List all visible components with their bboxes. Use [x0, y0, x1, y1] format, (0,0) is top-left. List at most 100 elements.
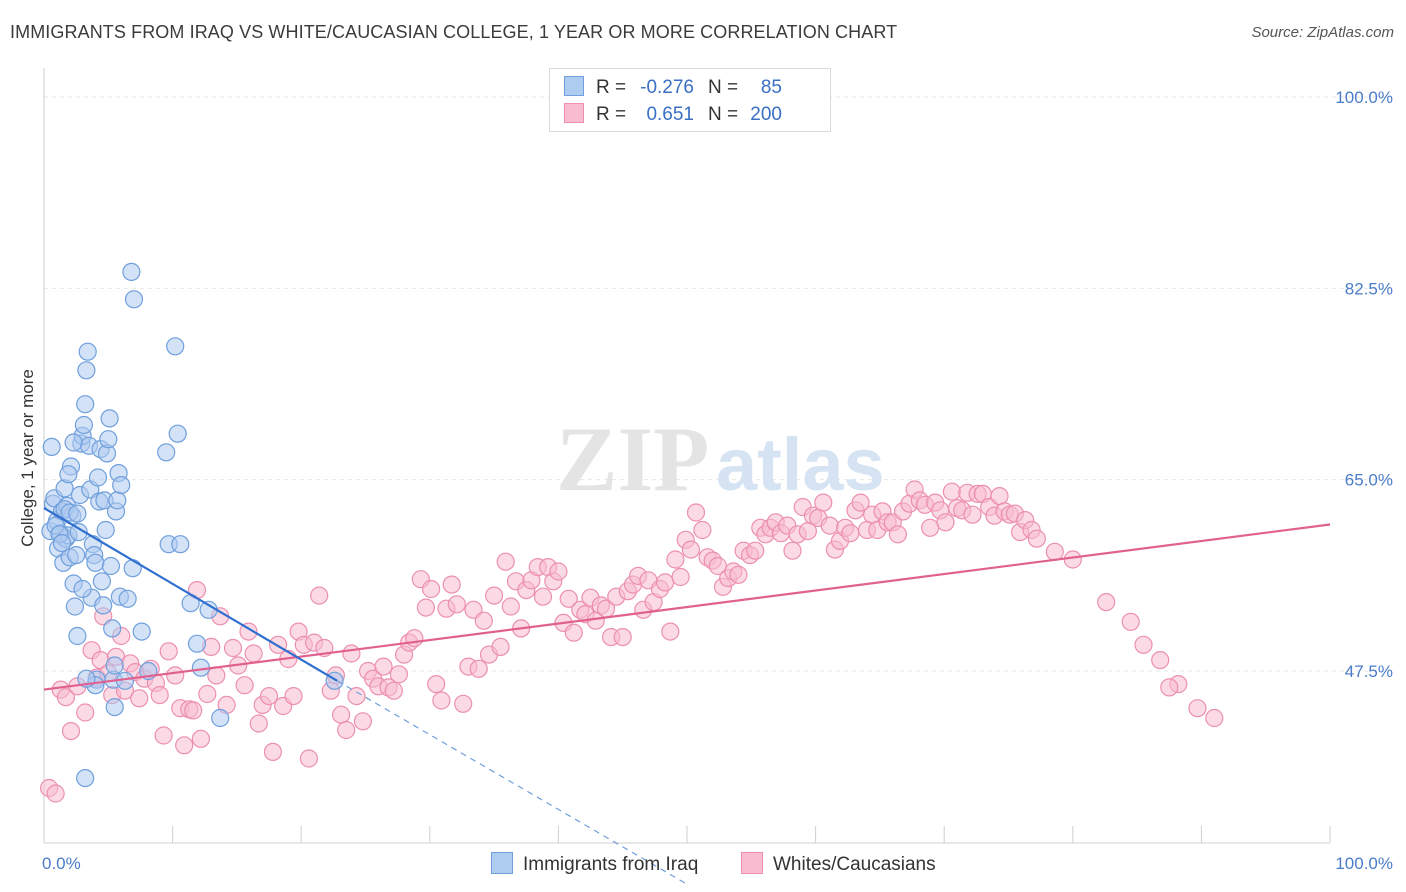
point-whites-190 — [1045, 542, 1064, 561]
point-whites-45 — [263, 742, 282, 762]
point-whites-41 — [244, 644, 263, 663]
point-whites-77 — [432, 691, 451, 710]
watermark: ZIP atlas — [556, 408, 885, 510]
point-whites-199 — [1134, 635, 1153, 654]
point-iraq-81 — [52, 533, 72, 553]
bottom-legend-whites: Whites/Caucasians — [741, 852, 936, 876]
point-whites-76 — [427, 674, 446, 694]
point-whites-136 — [746, 541, 765, 560]
point-iraq-54 — [118, 589, 137, 608]
tick-labels: 47.5% 65.0% 82.5% 100.0% 0.0% 100.0% — [42, 88, 1393, 873]
point-whites-60 — [342, 644, 361, 663]
legend-n-label: N = — [708, 104, 739, 125]
data-points — [39, 262, 1224, 803]
legend-r-label: R = — [596, 77, 627, 98]
chart-title: IMMIGRANTS FROM IRAQ VS WHITE/CAUCASIAN … — [10, 22, 898, 42]
point-whites-193 — [1121, 612, 1140, 631]
point-whites-32 — [198, 684, 217, 704]
trend-line-whites — [43, 523, 1331, 691]
point-iraq-59 — [132, 622, 151, 641]
point-whites-54 — [310, 586, 329, 605]
point-whites-80 — [447, 595, 466, 614]
point-iraq-47 — [105, 697, 124, 717]
legend-swatch-iraq — [564, 76, 584, 96]
point-whites-172 — [936, 513, 955, 532]
watermark-atlas: atlas — [716, 423, 885, 506]
point-iraq-56 — [122, 262, 141, 281]
point-whites-18 — [130, 689, 149, 708]
legend-r-value: 0.651 — [646, 104, 694, 125]
point-whites-59 — [337, 720, 356, 740]
point-whites-66 — [374, 657, 393, 676]
point-iraq-57 — [123, 559, 142, 578]
point-whites-4 — [61, 721, 81, 741]
point-whites-101 — [559, 589, 578, 608]
y-tick-label-0: 47.5% — [1345, 662, 1393, 681]
point-whites-126 — [693, 520, 712, 540]
point-whites-31 — [191, 729, 210, 748]
point-whites-119 — [655, 573, 675, 592]
point-whites-177 — [963, 505, 982, 524]
point-whites-42 — [249, 714, 268, 733]
point-iraq-17 — [67, 545, 86, 565]
trend-lines — [43, 507, 1331, 885]
point-iraq-58 — [124, 290, 144, 309]
point-whites-25 — [166, 666, 185, 685]
trend-line-iraq — [43, 507, 338, 682]
point-iraq-61 — [157, 443, 176, 462]
bottom-legend-label-whites: Whites/Caucasians — [773, 854, 936, 875]
legend-n-value: 85 — [760, 77, 782, 98]
point-whites-125 — [686, 503, 706, 522]
point-iraq-37 — [92, 572, 112, 591]
point-iraq-55 — [105, 656, 124, 675]
point-whites-27 — [175, 736, 194, 755]
bottom-legend-label-iraq: Immigrants from Iraq — [523, 854, 699, 875]
point-whites-150 — [820, 516, 839, 535]
point-whites-121 — [666, 550, 685, 569]
point-whites-88 — [491, 637, 510, 657]
trend-line-iraq-extension — [336, 680, 688, 885]
legend-box: R = -0.276 N = 85 R = 0.651 N = 200 — [549, 68, 831, 132]
point-iraq-45 — [103, 619, 122, 638]
point-whites-87 — [485, 586, 504, 605]
point-iraq-42 — [99, 430, 118, 449]
point-whites-149 — [814, 493, 833, 512]
point-whites-192 — [1097, 592, 1116, 612]
source-label: Source: ZipAtlas.com — [1251, 24, 1394, 41]
point-whites-163 — [888, 525, 908, 544]
point-whites-156 — [851, 493, 870, 512]
point-whites-61 — [347, 686, 366, 706]
point-whites-3 — [56, 688, 76, 707]
legend-r-label: R = — [596, 104, 627, 125]
point-iraq-65 — [171, 535, 190, 554]
point-whites-198 — [1160, 678, 1179, 697]
point-whites-102 — [564, 623, 583, 642]
point-iraq-44 — [101, 556, 121, 576]
point-iraq-80 — [68, 504, 87, 523]
point-whites-173 — [942, 482, 962, 501]
point-whites-169 — [920, 518, 940, 537]
point-iraq-26 — [78, 342, 97, 361]
legend-n-value: 200 — [750, 104, 782, 125]
point-iraq-67 — [187, 634, 207, 653]
point-whites-89 — [496, 552, 515, 571]
point-whites-81 — [454, 694, 473, 713]
point-whites-49 — [284, 686, 303, 706]
point-whites-143 — [783, 541, 802, 560]
point-whites-72 — [405, 629, 424, 648]
point-whites-68 — [384, 681, 403, 700]
legend-row-iraq: R = -0.276 N = 85 — [564, 76, 782, 100]
point-iraq-38 — [94, 596, 113, 615]
point-whites-84 — [469, 659, 488, 678]
point-iraq-70 — [211, 708, 230, 728]
point-iraq-24 — [76, 395, 95, 414]
point-whites-197 — [1205, 708, 1224, 728]
y-tick-label-1: 65.0% — [1345, 471, 1393, 490]
y-axis-label: College, 1 year or more — [18, 369, 37, 547]
point-iraq-83 — [59, 465, 78, 484]
point-whites-133 — [729, 565, 748, 584]
grid-lines — [44, 96, 1392, 672]
point-iraq-72 — [76, 768, 95, 788]
point-whites-74 — [416, 598, 435, 617]
